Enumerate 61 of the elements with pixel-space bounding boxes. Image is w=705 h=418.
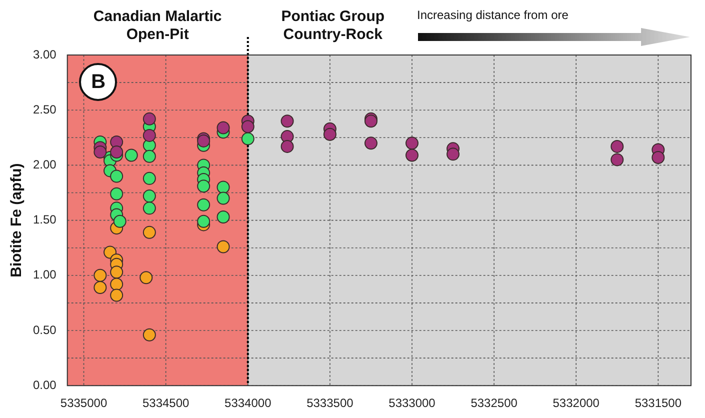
y-tick-label: 0.00 — [32, 378, 57, 392]
point — [110, 266, 124, 279]
point — [142, 202, 156, 215]
point — [142, 112, 156, 126]
point — [110, 170, 124, 183]
point — [216, 121, 230, 134]
point — [406, 136, 418, 150]
y-tick-label: 2.00 — [32, 158, 57, 172]
point — [323, 128, 336, 141]
point — [124, 148, 138, 162]
x-tick-label: 5334500 — [142, 396, 190, 410]
point — [610, 153, 624, 166]
x-tick-label: 5335000 — [60, 396, 108, 410]
point — [216, 180, 230, 194]
y-tick-label: 2.50 — [32, 102, 57, 116]
x-tick-label: 5332500 — [470, 396, 518, 410]
point — [113, 214, 126, 228]
point — [142, 226, 156, 239]
point — [610, 140, 624, 153]
annotation: B — [79, 63, 118, 101]
y-tick-label: 3.00 — [32, 47, 57, 62]
point — [142, 172, 156, 185]
text: Pontiac Group Country-Rock — [280, 8, 386, 44]
point — [94, 268, 107, 282]
x-tick-label: 5331500 — [634, 396, 682, 410]
point — [142, 150, 156, 163]
point — [110, 187, 124, 200]
y-axis-title: Biotite Fe (apfu) — [8, 163, 26, 278]
point — [216, 192, 230, 205]
point — [142, 328, 156, 342]
y-tick-label: 1.50 — [32, 212, 57, 227]
point — [94, 145, 107, 158]
point — [446, 148, 460, 161]
x-tick-label: 5332000 — [552, 396, 600, 410]
x-tick-label: 5333500 — [306, 396, 354, 410]
x-tick-label: 5333000 — [388, 396, 436, 410]
y-tick-label: 0.50 — [32, 322, 57, 337]
point — [94, 281, 107, 294]
point — [280, 114, 294, 128]
point — [241, 120, 254, 134]
point — [406, 148, 418, 162]
x-tick-label: 5334000 — [224, 396, 272, 410]
point — [197, 180, 210, 193]
y-tick-label: 1.00 — [32, 268, 57, 282]
point — [241, 132, 254, 146]
point — [142, 190, 156, 203]
point — [280, 140, 294, 153]
point — [197, 214, 210, 228]
point — [110, 278, 124, 291]
point — [140, 271, 153, 284]
point — [216, 240, 230, 254]
point — [364, 136, 378, 150]
point — [110, 288, 124, 302]
point — [197, 198, 210, 212]
text: Canadian Malartic Open-Pit — [92, 8, 223, 44]
text: Increasing distance from ore — [417, 7, 568, 24]
point — [142, 128, 156, 142]
point — [216, 210, 230, 224]
point — [110, 145, 124, 158]
point — [652, 150, 665, 164]
point — [364, 114, 378, 128]
